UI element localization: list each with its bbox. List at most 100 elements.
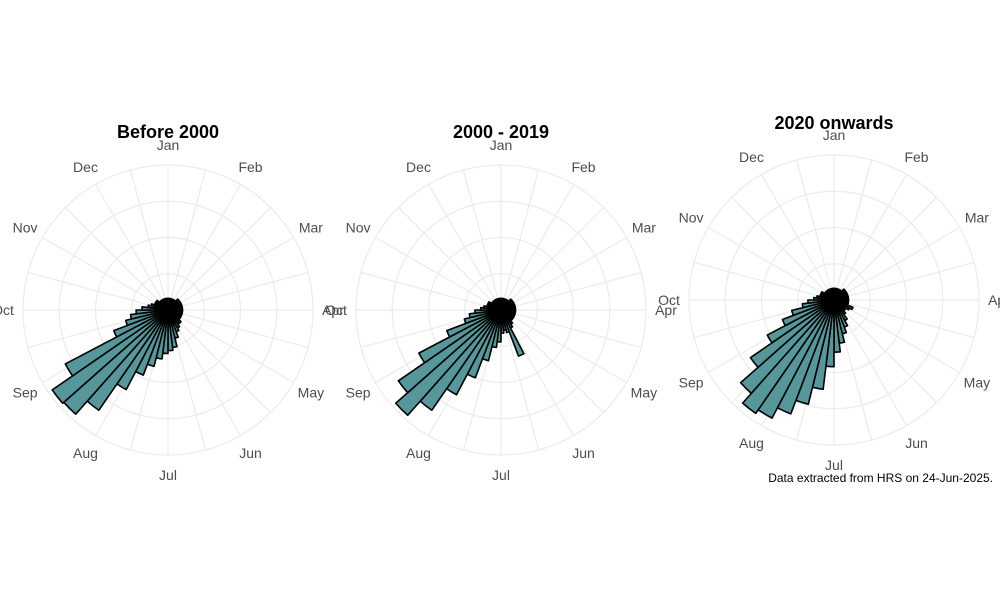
month-label-jul: Jul xyxy=(159,467,177,483)
grid-spoke xyxy=(167,236,294,311)
grid-spoke xyxy=(500,236,627,311)
rose-bar-week-34 xyxy=(397,309,502,394)
grid-spoke xyxy=(833,261,975,301)
grid-spoke xyxy=(833,299,937,403)
month-label-apr: Apr xyxy=(655,302,677,318)
month-label-jul: Jul xyxy=(825,457,843,473)
month-label-sep: Sep xyxy=(13,385,38,401)
panel-title: Before 2000 xyxy=(117,122,219,142)
rose-bar-week-52 xyxy=(165,297,169,311)
month-label-jan: Jan xyxy=(157,137,180,153)
month-label-jan: Jan xyxy=(823,127,846,143)
grid-spoke xyxy=(167,184,242,311)
month-label-oct: Oct xyxy=(325,302,347,318)
grid-spoke xyxy=(500,271,642,311)
month-label-jun: Jun xyxy=(239,445,262,461)
month-label-apr: Apr xyxy=(322,302,344,318)
grid-spoke xyxy=(65,207,169,311)
grid-spoke xyxy=(833,299,908,426)
month-label-feb: Feb xyxy=(238,159,262,175)
rose-bar-week-38 xyxy=(129,309,169,320)
rose-bar-week-35 xyxy=(64,309,169,377)
rose-bars xyxy=(51,297,184,415)
grid-spoke xyxy=(760,174,835,301)
grid-spoke xyxy=(427,184,502,311)
grid-spoke xyxy=(167,207,271,311)
month-label-feb: Feb xyxy=(571,159,595,175)
grid-spoke xyxy=(500,207,604,311)
grid-spoke xyxy=(795,159,835,301)
rose-bar-week-39 xyxy=(135,309,169,315)
grid-spoke xyxy=(360,271,502,311)
grid-spoke xyxy=(693,261,835,301)
rose-bar-week-52 xyxy=(498,297,502,311)
grid-spoke xyxy=(731,197,835,301)
month-label-may: May xyxy=(631,385,657,401)
rose-bar-week-36 xyxy=(112,309,169,338)
month-label-nov: Nov xyxy=(346,220,371,236)
month-label-dec: Dec xyxy=(73,159,98,175)
rose-bar-week-37 xyxy=(790,299,835,317)
grid-spoke xyxy=(500,169,540,311)
month-label-sep: Sep xyxy=(346,385,371,401)
month-label-may: May xyxy=(964,375,990,391)
month-label-oct: Oct xyxy=(0,302,14,318)
rose-bar-week-33 xyxy=(394,309,502,417)
rose-bar-week-37 xyxy=(463,309,502,325)
rose-bar-week-52 xyxy=(831,287,835,301)
month-label-sep: Sep xyxy=(679,375,704,391)
caption: Data extracted from HRS on 24-Jun-2025. xyxy=(768,471,993,485)
rose-bar-week-34 xyxy=(749,299,835,369)
grid-spoke xyxy=(462,169,502,311)
grid-spoke xyxy=(398,207,502,311)
month-label-mar: Mar xyxy=(632,220,656,236)
month-label-aug: Aug xyxy=(73,445,98,461)
month-label-nov: Nov xyxy=(679,210,704,226)
rose-bar-week-23 xyxy=(500,309,525,357)
grid-spoke xyxy=(833,299,975,339)
rose-bar-week-32 xyxy=(741,299,835,415)
month-label-may: May xyxy=(298,385,324,401)
grid-spoke xyxy=(167,169,207,311)
rose-bars xyxy=(739,287,854,419)
grid-spoke xyxy=(42,236,169,311)
grid-spoke xyxy=(375,236,502,311)
grid-spoke xyxy=(833,299,960,374)
rose-bar-week-35 xyxy=(418,309,502,364)
month-label-jul: Jul xyxy=(492,467,510,483)
rose-bar-week-37 xyxy=(124,309,169,327)
grid-spoke xyxy=(129,169,169,311)
grid-spoke xyxy=(833,159,873,301)
grid-spoke xyxy=(167,309,242,436)
month-label-mar: Mar xyxy=(965,210,989,226)
rose-bar-week-34 xyxy=(51,309,169,405)
month-label-jan: Jan xyxy=(490,137,513,153)
rose-bar-week-33 xyxy=(739,299,835,395)
grid-spoke xyxy=(708,226,835,301)
grid-spoke xyxy=(500,309,604,413)
month-label-apr: Apr xyxy=(988,292,1000,308)
month-label-feb: Feb xyxy=(904,149,928,165)
panel-title: 2020 onwards xyxy=(774,113,893,133)
rose-bar-week-38 xyxy=(801,299,835,309)
month-label-mar: Mar xyxy=(299,220,323,236)
grid-spoke xyxy=(833,174,908,301)
month-label-jun: Jun xyxy=(572,445,595,461)
rose-bar-week-35 xyxy=(766,299,835,344)
month-label-oct: Oct xyxy=(658,292,680,308)
grid-spoke xyxy=(27,271,169,311)
month-label-aug: Aug xyxy=(739,435,764,451)
grid-spoke xyxy=(500,309,575,436)
grid-spoke xyxy=(167,309,294,384)
grid-spoke xyxy=(167,309,309,349)
month-label-dec: Dec xyxy=(739,149,764,165)
grid-spoke xyxy=(833,226,960,301)
month-label-nov: Nov xyxy=(13,220,38,236)
month-label-dec: Dec xyxy=(406,159,431,175)
month-label-aug: Aug xyxy=(406,445,431,461)
rose-bar-week-36 xyxy=(781,299,835,327)
